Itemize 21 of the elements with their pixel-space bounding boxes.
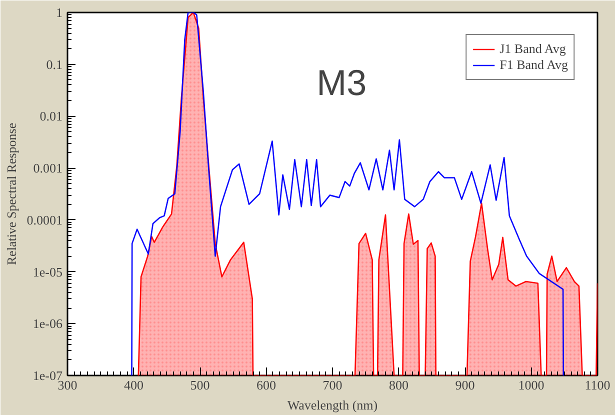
x-tick-label: 1000 <box>518 378 544 392</box>
y-tick-label: 0.01 <box>40 108 62 124</box>
annotation: M3 <box>316 62 367 103</box>
y-tick-label: 0.001 <box>33 160 62 176</box>
x-axis-title: Wavelength (nm) <box>287 398 378 412</box>
x-tick-label: 300 <box>58 378 78 392</box>
y-tick-label: 1 <box>56 5 62 20</box>
legend-label: J1 Band Avg <box>500 41 566 57</box>
y-tick-label: 0.1 <box>46 56 62 72</box>
x-tick-label: 800 <box>389 378 408 392</box>
y-axis-title: Relative Spectral Response <box>4 122 19 266</box>
y-tick-label: 1e-05 <box>32 264 63 280</box>
x-tick-label: 600 <box>256 378 276 392</box>
x-tick-label: 500 <box>190 378 210 392</box>
x-tick-label: 1100 <box>584 378 610 392</box>
y-tick-label: 0.0001 <box>26 212 62 228</box>
legend-label: F1 Band Avg <box>500 57 568 73</box>
y-tick-label: 1e-06 <box>32 316 63 332</box>
x-tick-label: 400 <box>124 378 144 392</box>
x-tick-label: 900 <box>455 378 475 392</box>
x-tick-label: 700 <box>322 378 342 392</box>
